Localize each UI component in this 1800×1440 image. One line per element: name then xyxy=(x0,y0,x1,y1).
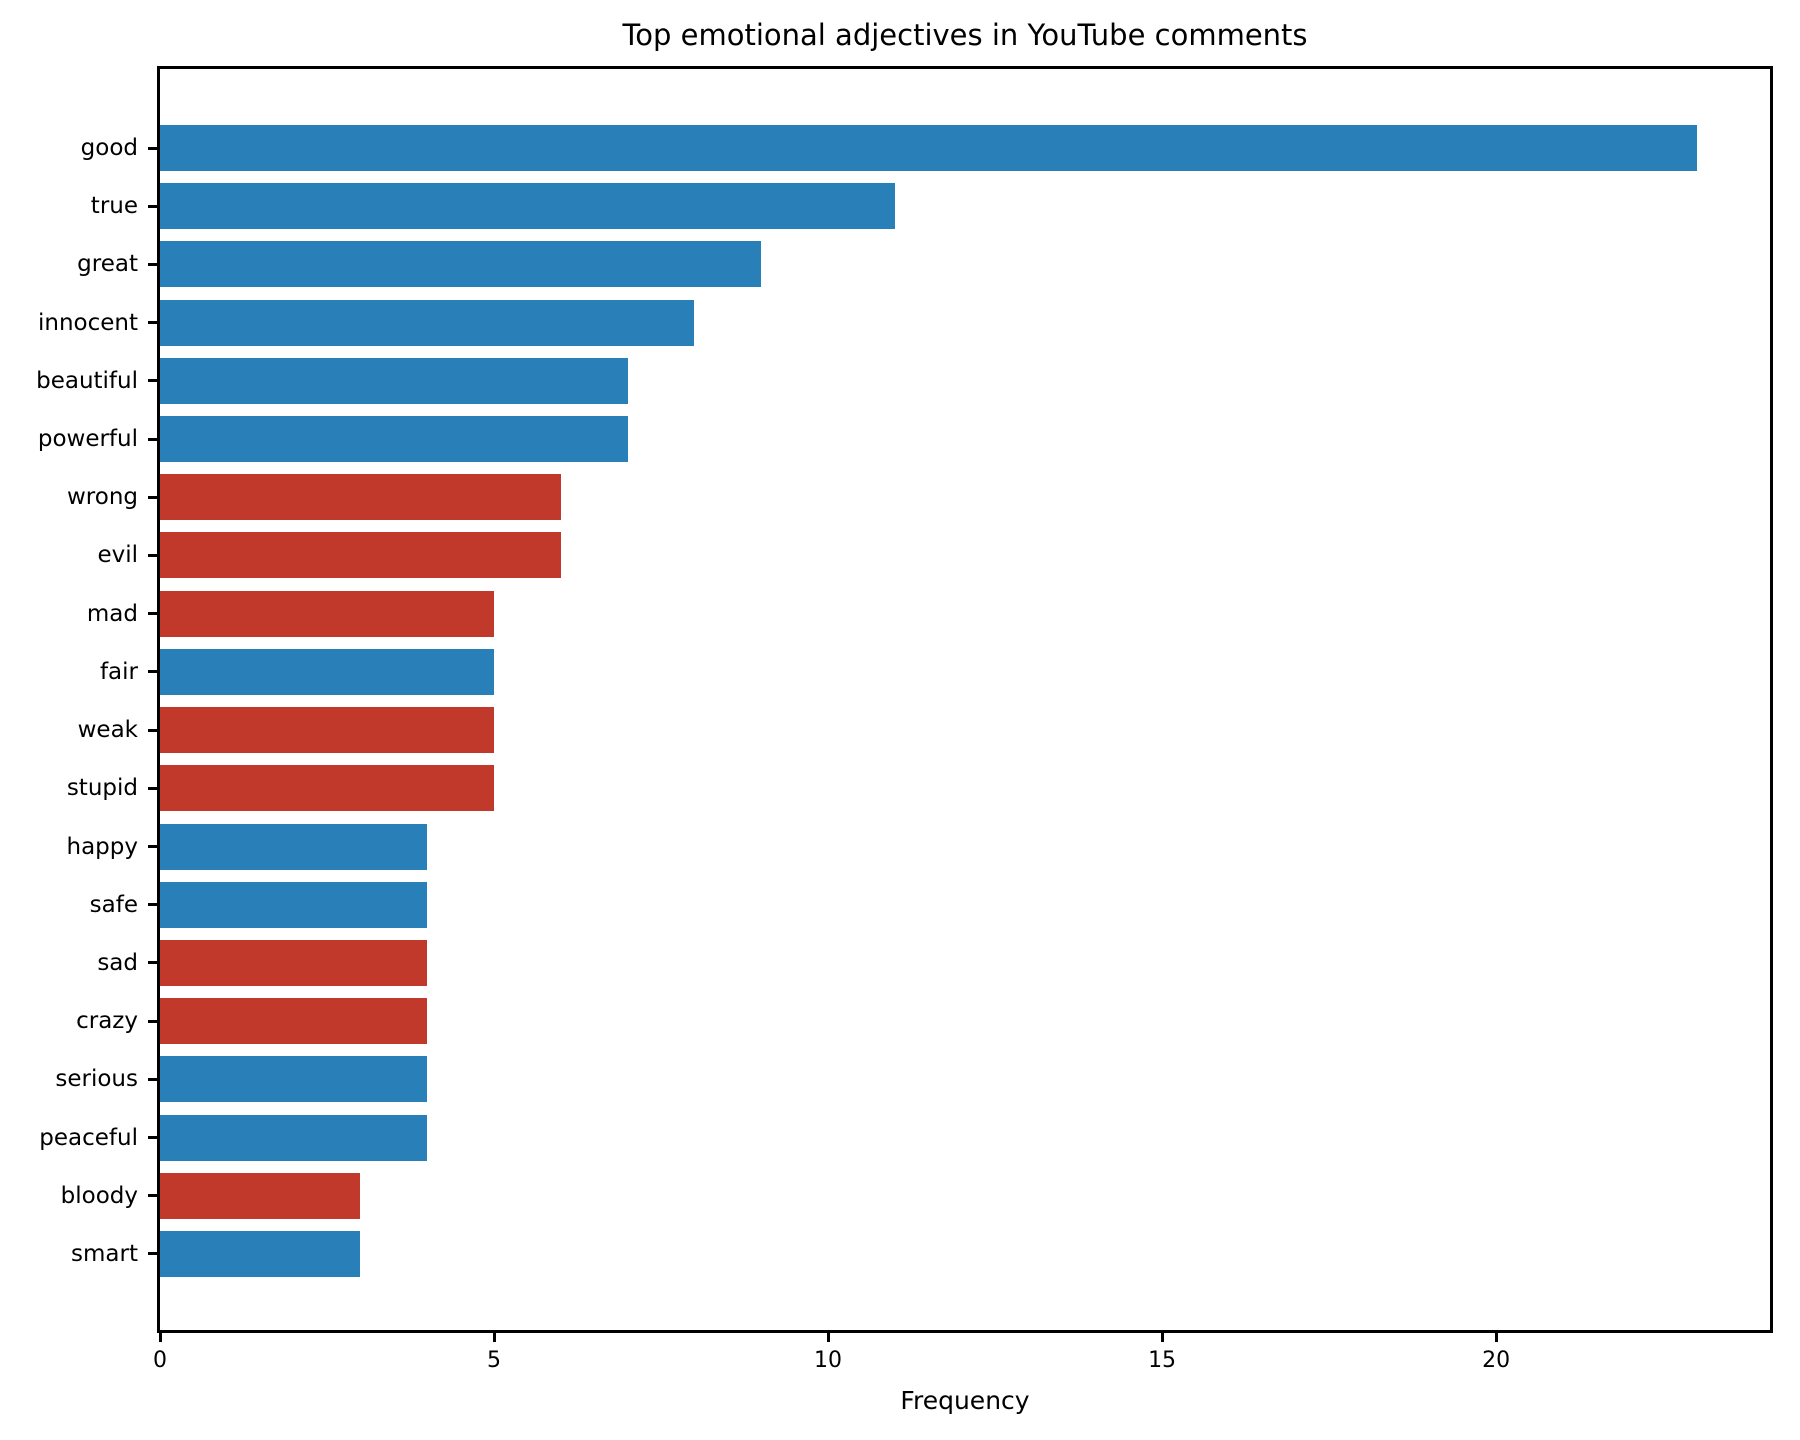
x-tick-label-10: 10 xyxy=(814,1348,843,1373)
bar-weak xyxy=(160,707,495,754)
plot-area xyxy=(157,66,1773,1333)
bar-innocent xyxy=(160,299,695,346)
y-tick-mark xyxy=(148,903,157,907)
y-tick-label-crazy: crazy xyxy=(76,1008,138,1035)
y-tick-mark xyxy=(148,553,157,557)
y-tick-label-safe: safe xyxy=(89,891,138,918)
chart-title: Top emotional adjectives in YouTube comm… xyxy=(622,18,1308,52)
y-tick-label-great: great xyxy=(77,251,138,278)
y-tick-label-bloody: bloody xyxy=(60,1182,138,1209)
y-tick-label-evil: evil xyxy=(97,542,138,569)
x-tick-label-0: 0 xyxy=(153,1348,167,1373)
bar-powerful xyxy=(160,416,628,463)
y-tick-mark xyxy=(148,728,157,732)
y-tick-mark xyxy=(148,204,157,208)
y-tick-mark xyxy=(148,961,157,965)
y-tick-label-good: good xyxy=(80,135,138,161)
y-tick-mark xyxy=(148,1194,157,1198)
y-tick-mark xyxy=(148,262,157,266)
bar-great xyxy=(160,241,762,288)
bar-evil xyxy=(160,532,561,579)
y-tick-mark xyxy=(148,146,157,150)
y-tick-label-wrong: wrong xyxy=(66,484,138,511)
bar-sad xyxy=(160,939,428,986)
y-tick-mark xyxy=(148,379,157,383)
y-tick-mark xyxy=(148,612,157,616)
x-tick-mark xyxy=(1160,1333,1164,1342)
bar-crazy xyxy=(160,998,428,1045)
bar-stupid xyxy=(160,765,495,812)
y-tick-mark xyxy=(148,670,157,674)
y-tick-mark xyxy=(148,1252,157,1256)
bar-peaceful xyxy=(160,1114,428,1161)
y-tick-label-beautiful: beautiful xyxy=(36,367,138,394)
bar-true xyxy=(160,183,895,230)
y-tick-label-mad: mad xyxy=(86,600,138,627)
y-tick-mark xyxy=(148,786,157,790)
bar-bloody xyxy=(160,1172,361,1219)
bar-happy xyxy=(160,823,428,870)
y-tick-label-peaceful: peaceful xyxy=(39,1124,138,1151)
y-tick-label-powerful: powerful xyxy=(37,426,138,453)
y-tick-label-serious: serious xyxy=(55,1066,138,1093)
x-tick-mark xyxy=(1494,1333,1498,1342)
bar-serious xyxy=(160,1056,428,1103)
x-tick-mark xyxy=(158,1333,162,1342)
y-tick-label-weak: weak xyxy=(77,717,138,744)
y-tick-label-innocent: innocent xyxy=(37,309,138,336)
y-tick-label-stupid: stupid xyxy=(66,775,138,802)
bar-mad xyxy=(160,590,495,637)
x-tick-mark xyxy=(492,1333,496,1342)
bar-wrong xyxy=(160,474,561,521)
x-tick-label-20: 20 xyxy=(1482,1348,1511,1373)
bar-safe xyxy=(160,881,428,928)
x-axis-label: Frequency xyxy=(900,1386,1030,1415)
y-tick-label-true: true xyxy=(90,193,138,220)
bar-smart xyxy=(160,1230,361,1277)
y-tick-mark xyxy=(148,495,157,499)
x-tick-label-15: 15 xyxy=(1148,1348,1177,1373)
x-tick-mark xyxy=(826,1333,830,1342)
y-tick-mark xyxy=(148,437,157,441)
y-tick-mark xyxy=(148,845,157,849)
y-tick-mark xyxy=(148,321,157,325)
y-tick-label-happy: happy xyxy=(66,833,138,860)
y-tick-mark xyxy=(148,1019,157,1023)
y-tick-mark xyxy=(148,1136,157,1140)
y-tick-label-sad: sad xyxy=(97,949,138,976)
bar-fair xyxy=(160,648,495,695)
y-tick-label-smart: smart xyxy=(71,1240,138,1267)
x-tick-label-5: 5 xyxy=(487,1348,502,1373)
y-tick-mark xyxy=(148,1077,157,1081)
bar-good xyxy=(160,125,1697,171)
bar-beautiful xyxy=(160,357,628,404)
y-tick-label-fair: fair xyxy=(99,658,138,685)
